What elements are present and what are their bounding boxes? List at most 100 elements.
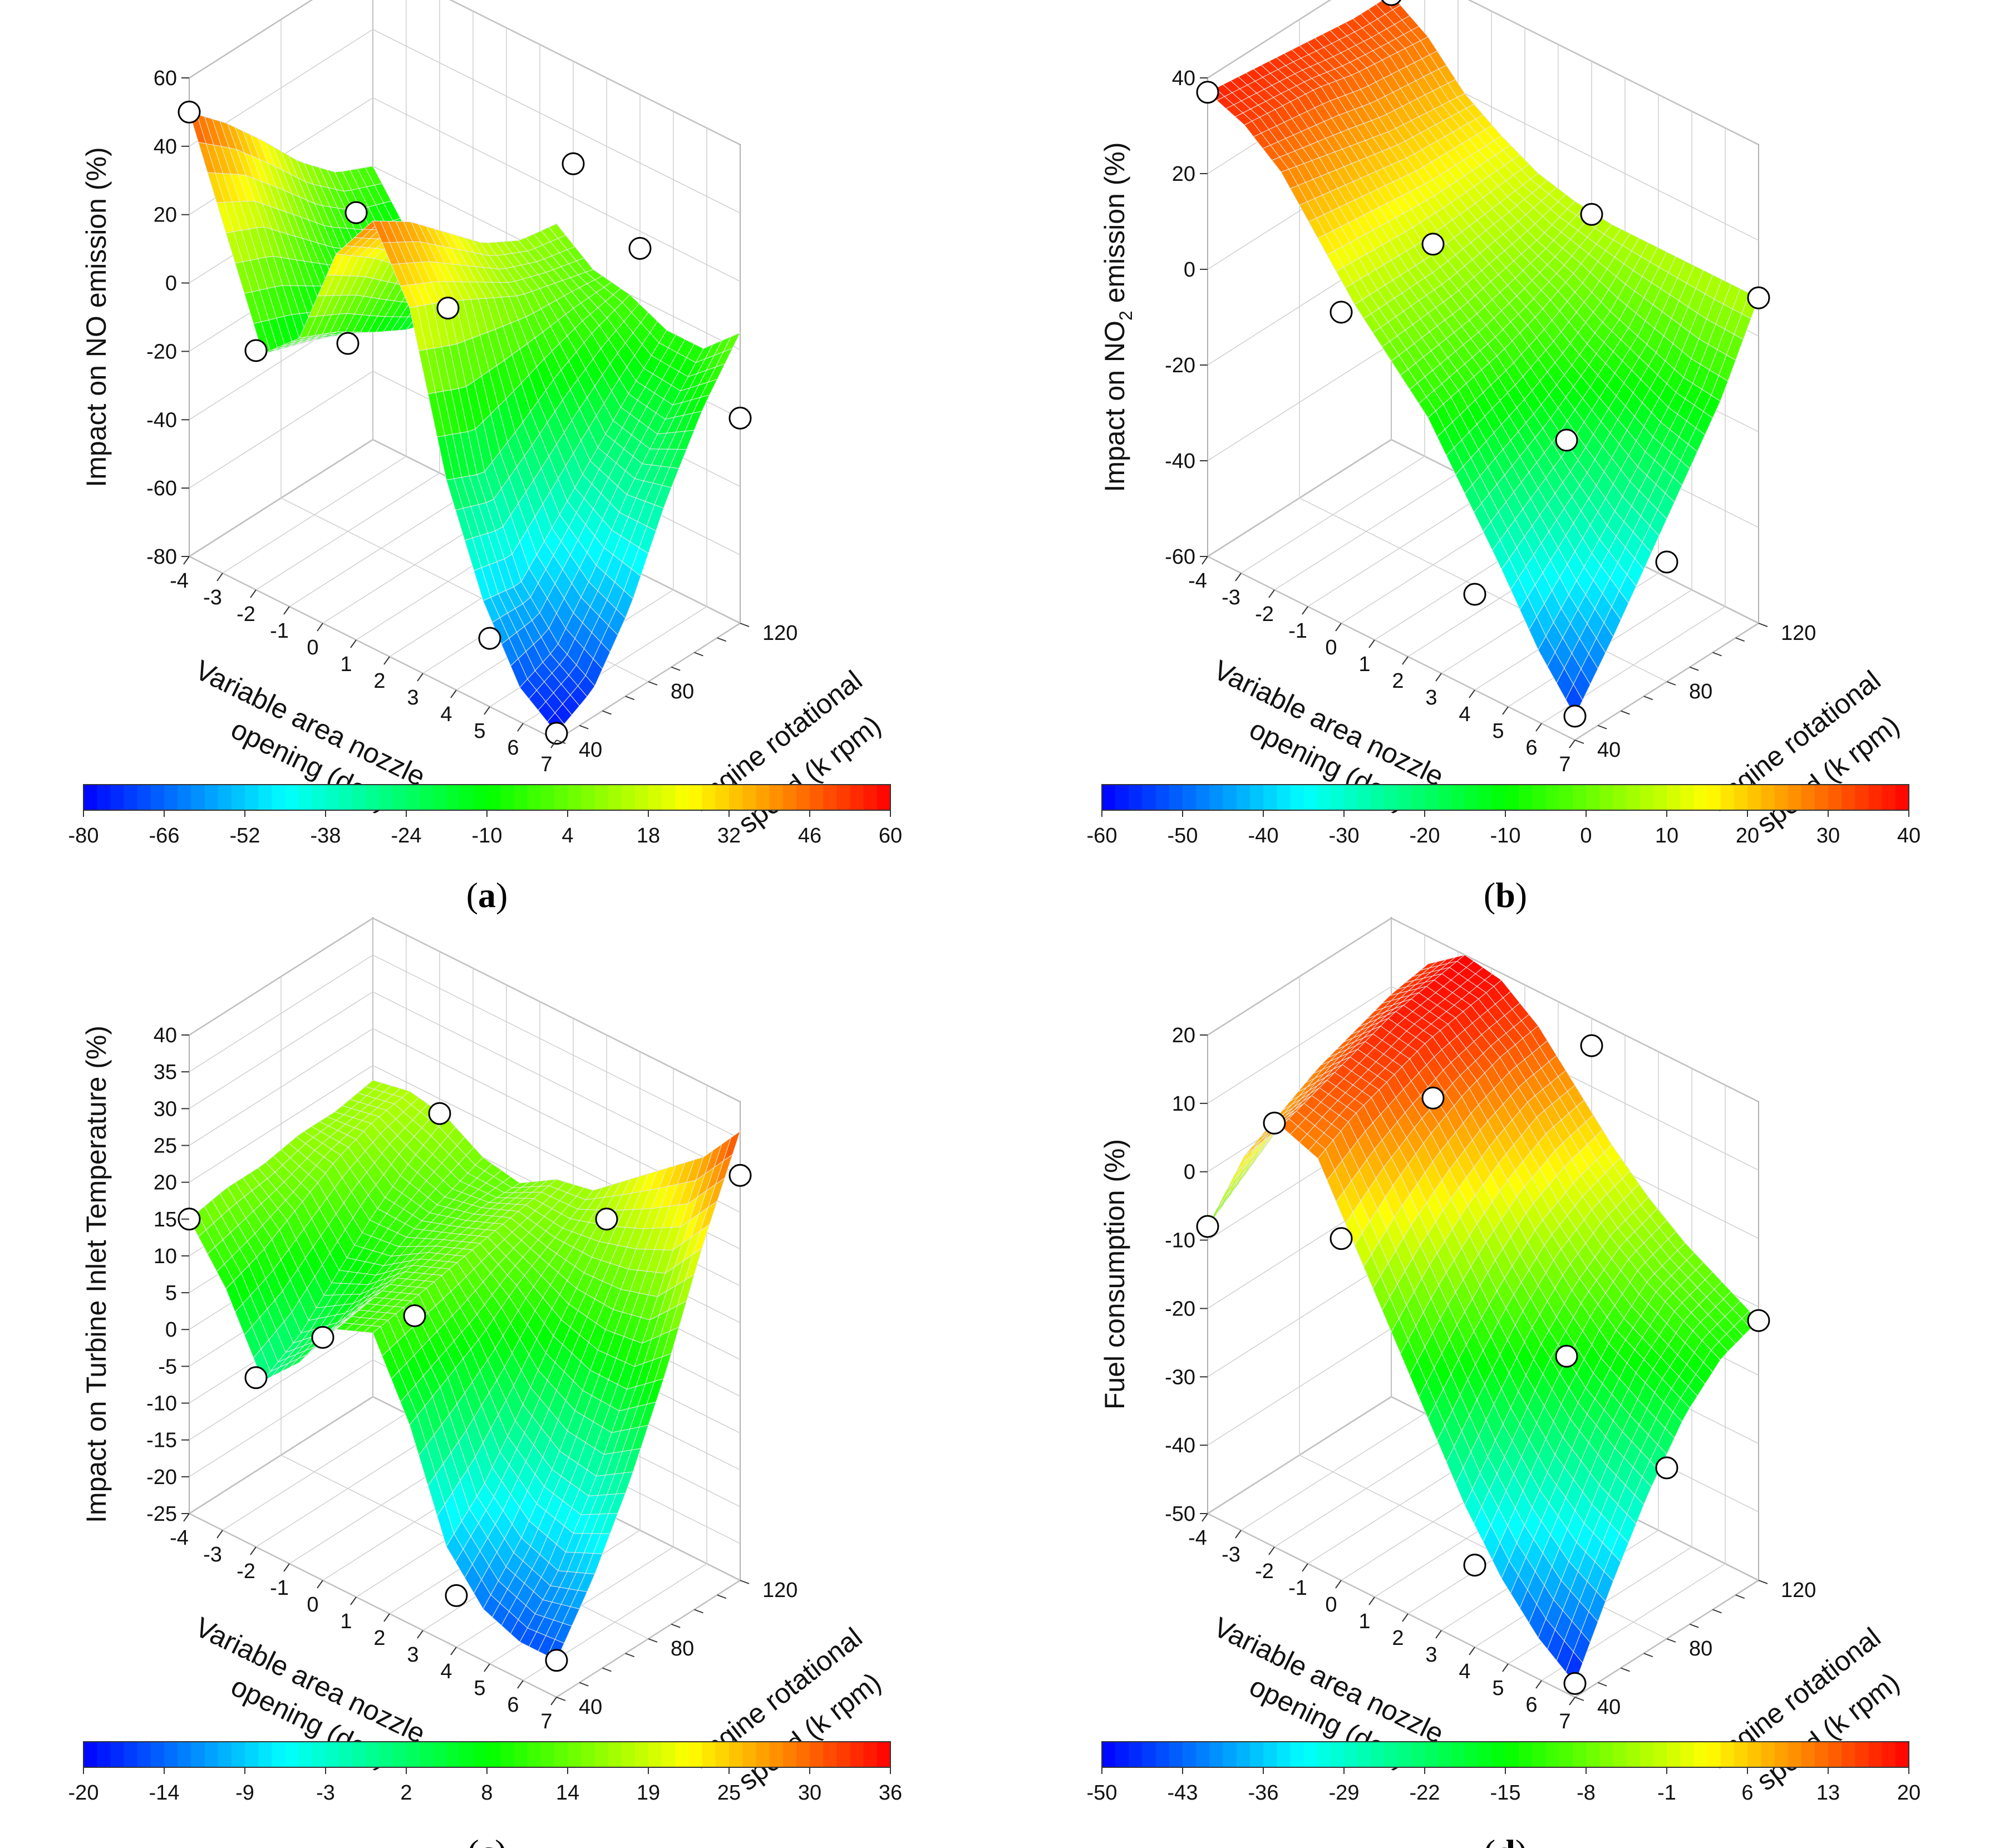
y-tick-mark [1712,652,1722,657]
colorbar-segment [1895,785,1909,810]
x-tick-label: -2 [1255,603,1274,626]
data-point [428,1102,451,1125]
colorbar-tick-label: -15 [1490,1781,1521,1805]
y-tick-label: 80 [1689,680,1712,703]
colorbar-segment [675,1742,690,1767]
data-point [311,1325,334,1349]
x-tick-mark [1535,1680,1542,1689]
colorbar-segment [1693,785,1708,810]
colorbar-segment [1303,1742,1318,1767]
colorbar-segment [1545,785,1560,810]
panel-label: (a) [466,875,508,915]
colorbar-segment [1183,785,1197,810]
colorbar-segment [460,1742,474,1767]
colorbar-tick-label: 8 [481,1781,493,1805]
colorbar-segment [245,1742,259,1767]
colorbar-tick-label: 20 [1897,1781,1921,1805]
x-tick-mark [283,606,290,615]
data-point [1655,550,1678,574]
x-tick-label: 4 [1459,703,1470,726]
x-tick-mark [517,723,524,732]
colorbar-segment [1196,1742,1210,1767]
colorbar-segment [1129,785,1143,810]
colorbar-segment [1761,785,1775,810]
data-point [1463,1554,1486,1577]
colorbar-segment [124,1742,138,1767]
colorbar-segment [568,785,582,810]
colorbar-segment [796,785,810,810]
x-tick-label: 7 [540,1710,552,1733]
colorbar-segment [1761,1742,1775,1767]
colorbar-segment [1209,785,1224,810]
colorbar-segment [1384,1742,1399,1767]
y-tick-mark [671,1623,681,1628]
z-axis-label: Impact on Turbine Inlet Temperature (%) [81,1026,112,1523]
data-point [436,297,460,320]
colorbar-segment [1545,1742,1560,1767]
colorbar-segment [1868,785,1883,810]
colorbar-segment [634,1742,649,1767]
z-tick-label: 20 [1172,1024,1195,1047]
colorbar-segment [1142,785,1156,810]
colorbar-segment [608,785,622,810]
colorbar-segment [1707,785,1721,810]
colorbar-segment [877,1742,891,1767]
colorbar-segment [729,1742,743,1767]
colorbar-segment [823,1742,837,1767]
colorbar-segment [688,1742,703,1767]
colorbar-segment [1397,785,1412,810]
colorbar-segment [231,785,245,810]
colorbar-segment [1223,1742,1237,1767]
z-tick-label: -50 [1165,1502,1195,1526]
z-tick-label: -60 [146,477,177,500]
colorbar-segment [1559,1742,1573,1767]
x-tick-label: -2 [237,603,255,626]
colorbar-segment [1451,785,1466,810]
x-tick-label: -4 [1188,569,1207,593]
colorbar-segment [1828,1742,1842,1767]
colorbar-segment [1384,785,1399,810]
colorbar-segment [1639,785,1654,810]
data-point [1747,1309,1770,1332]
colorbar-segment [1425,785,1439,810]
colorbar-segment [1559,785,1573,810]
data-point [1563,1672,1587,1695]
x-tick-label: 7 [1559,1710,1570,1733]
colorbar-segment [1828,785,1842,810]
x-tick-mark [383,1613,390,1622]
colorbar-segment [366,785,380,810]
colorbar-segment [1680,785,1694,810]
y-tick-mark [1643,1653,1653,1658]
y-tick-mark [1735,637,1745,642]
data-point [1330,300,1353,324]
colorbar-segment [326,785,339,810]
x-tick-label: 3 [407,1643,418,1667]
z-tick-label: 40 [154,135,177,159]
z-tick-label: -20 [146,1466,177,1489]
colorbar-segment [1882,785,1896,810]
colorbar-segment [836,1742,851,1767]
colorbar-segment [1142,1742,1156,1767]
colorbar-segment [850,785,864,810]
colorbar-segment [124,785,138,810]
colorbar-segment [1747,1742,1761,1767]
data-point [244,1366,268,1389]
x-tick-mark [1235,1530,1242,1539]
z-gridline [1207,0,1759,145]
data-point [1196,81,1219,104]
colorbar-tick-label: -40 [1248,824,1279,847]
x-tick-mark [550,740,557,748]
colorbar-segment [514,1742,528,1767]
y-tick-label: 40 [579,738,602,762]
colorbar-segment [769,785,784,810]
colorbar-segment [594,785,609,810]
colorbar-segment [245,785,259,810]
colorbar-segment [1626,1742,1641,1767]
colorbar-tick-label: 25 [717,1781,741,1805]
x-tick-mark [450,1647,457,1655]
data-point [344,201,368,224]
x-tick-mark [317,623,323,632]
y-tick-mark [1666,1638,1676,1643]
